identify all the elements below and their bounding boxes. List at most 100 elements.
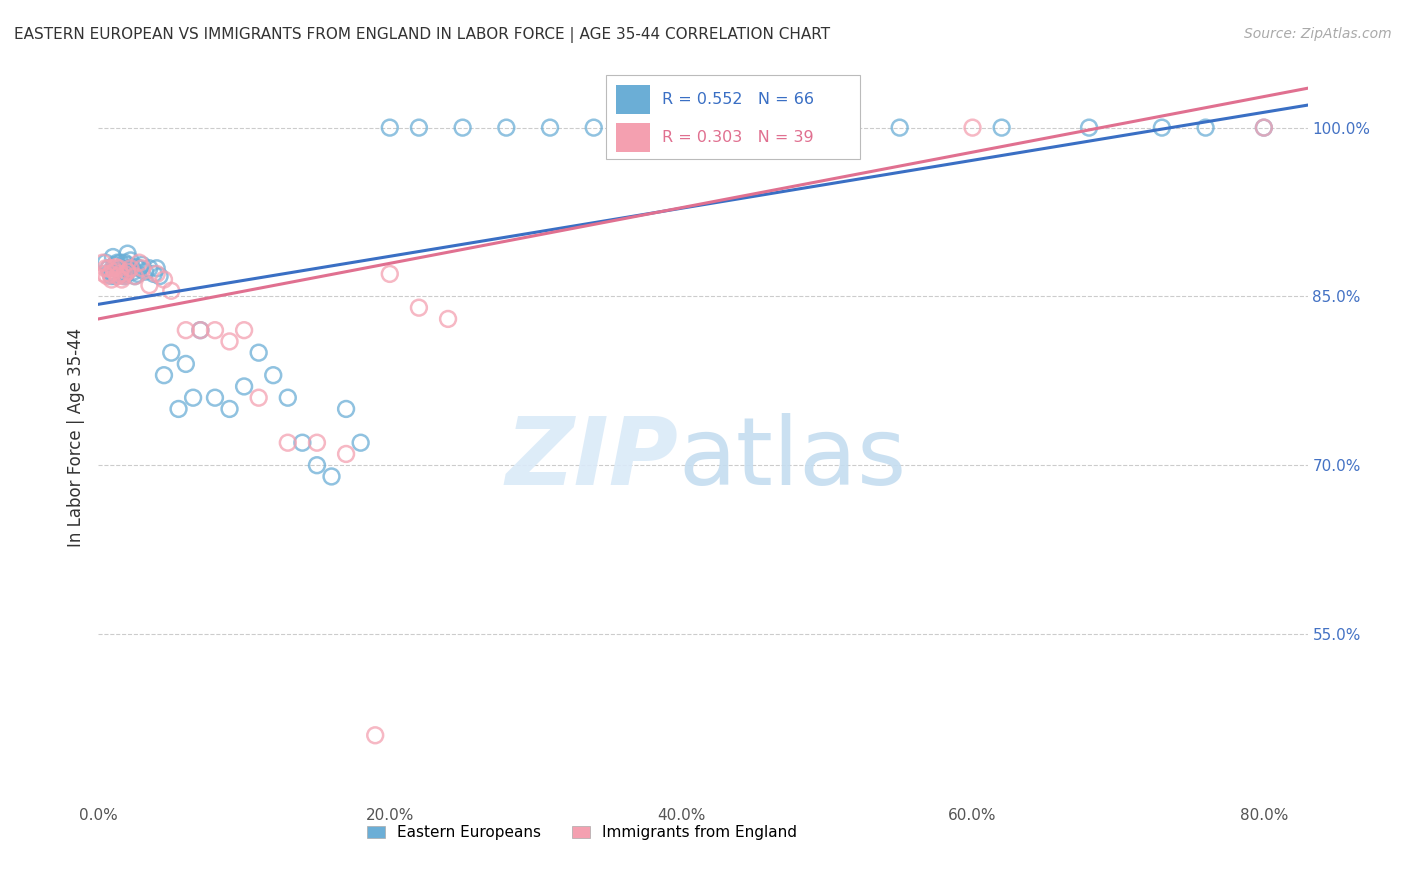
Point [305,458,328,473]
Point [124,269,146,284]
Point [160,284,183,298]
Text: EASTERN EUROPEAN VS IMMIGRANTS FROM ENGLAND IN LABOR FORCE | AGE 35-44 CORRELATI: EASTERN EUROPEAN VS IMMIGRANTS FROM ENGL… [14,27,830,43]
Point [437,312,460,326]
Point [114,267,136,281]
Point [138,278,160,293]
Point [103,265,125,279]
Point [121,260,143,275]
Point [111,261,134,276]
Point [118,261,141,276]
Bar [616,85,650,114]
Point [218,334,240,349]
Text: atlas: atlas [679,413,907,505]
Point [108,261,131,276]
Point [145,267,167,281]
Point [626,120,648,135]
Point [104,260,127,275]
Point [247,345,270,359]
Point [1253,120,1275,135]
Text: R = 0.552   N = 66: R = 0.552 N = 66 [662,92,814,107]
Point [98,267,121,281]
Point [451,120,474,135]
Point [112,267,135,281]
Point [321,469,343,483]
Point [97,261,120,276]
Point [124,269,146,284]
Point [114,255,136,269]
Point [247,391,270,405]
Point [101,267,124,281]
Point [103,258,125,272]
Point [291,435,314,450]
Point [495,120,517,135]
Point [174,357,197,371]
Point [112,269,135,284]
Point [350,435,373,450]
Point [962,120,984,135]
Point [1253,120,1275,135]
Point [408,120,430,135]
Point [120,253,142,268]
Point [204,323,226,337]
Text: Source: ZipAtlas.com: Source: ZipAtlas.com [1244,27,1392,41]
Bar [616,122,650,152]
Point [538,120,561,135]
Point [190,323,212,337]
Point [204,391,226,405]
Point [145,261,167,276]
Point [122,265,145,279]
Point [108,261,131,276]
Text: R = 0.303   N = 39: R = 0.303 N = 39 [662,129,814,145]
Point [669,120,692,135]
Point [218,401,240,416]
Point [378,267,401,281]
Point [96,269,118,284]
Point [160,345,183,359]
Point [105,269,128,284]
Point [100,269,122,284]
Point [110,267,132,281]
Point [174,323,197,337]
Legend: Eastern Europeans, Immigrants from England: Eastern Europeans, Immigrants from Engla… [361,819,803,847]
Point [111,272,134,286]
Point [408,301,430,315]
Point [104,269,127,284]
Point [101,250,124,264]
Point [181,391,204,405]
Point [94,261,117,276]
Point [305,435,328,450]
Point [364,728,387,742]
Point [153,368,176,383]
Point [815,120,838,135]
Point [128,261,150,276]
Point [134,265,156,279]
Point [277,435,299,450]
Point [101,261,124,276]
Point [335,401,357,416]
Point [120,261,142,276]
Point [114,269,136,284]
Point [94,255,117,269]
Point [990,120,1012,135]
Point [110,255,132,269]
Point [117,258,139,272]
Point [100,272,122,286]
Point [98,265,121,279]
Point [142,267,165,281]
Point [335,447,357,461]
Point [127,267,149,281]
Point [742,120,765,135]
Point [889,120,911,135]
Point [131,261,153,276]
Point [91,255,114,269]
Point [153,272,176,286]
Point [167,401,190,416]
Point [277,391,299,405]
Point [125,260,148,275]
Point [190,323,212,337]
Point [93,267,115,281]
Point [117,246,139,260]
Point [582,120,605,135]
FancyBboxPatch shape [606,75,860,159]
Y-axis label: In Labor Force | Age 35-44: In Labor Force | Age 35-44 [66,327,84,547]
